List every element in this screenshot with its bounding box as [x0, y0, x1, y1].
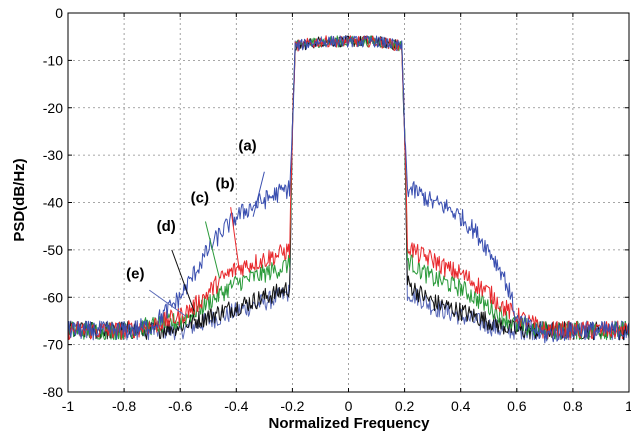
x-tick-label: 1	[625, 398, 631, 414]
y-tick-label: -20	[43, 100, 63, 116]
annotation-pointer-a	[252, 171, 265, 217]
y-tick-label: -50	[43, 242, 63, 258]
y-tick-label: -40	[43, 195, 63, 211]
annotation-label-d: (d)	[157, 218, 176, 235]
series-layer	[67, 35, 630, 344]
x-tick-label: -0.6	[168, 398, 192, 414]
annotation-label-b: (b)	[216, 175, 235, 192]
y-tick-label: -10	[43, 52, 63, 68]
annotation-pointer-c	[204, 221, 220, 279]
annotation-pointer-e	[149, 289, 187, 317]
y-tick-label: 0	[55, 5, 63, 21]
y-tick-label: -80	[43, 384, 63, 400]
x-tick-label: -0.4	[224, 398, 248, 414]
grid-layer	[68, 13, 629, 392]
tick-layer: -1 -0.8 -0.6 -0.4 -0.2 0 0.2 0.4 0.6 0.8 1 -80 -70 -6…	[43, 5, 631, 414]
x-tick-label: 0.8	[563, 398, 583, 414]
series-line-b	[67, 35, 630, 341]
annotation-label-e: (e)	[126, 265, 144, 282]
series-line-d	[67, 35, 630, 341]
x-tick-label: 0.6	[507, 398, 527, 414]
annotation-label-a: (a)	[238, 137, 256, 154]
series-line-a	[67, 35, 630, 344]
annotation-pointer-b	[230, 207, 240, 269]
y-tick-label: -30	[43, 147, 63, 163]
x-tick-label: -1	[62, 398, 75, 414]
x-tick-label: 0.2	[395, 398, 415, 414]
annotation-pointer-d	[171, 249, 195, 312]
x-tick-label: 0	[345, 398, 353, 414]
y-tick-label: -70	[43, 337, 63, 353]
x-tick-label: 0.4	[451, 398, 471, 414]
x-tick-label: -0.2	[280, 398, 304, 414]
annotation-label-c: (c)	[191, 190, 209, 207]
x-axis-label: Normalized Frequency	[269, 415, 431, 432]
x-tick-label: -0.8	[112, 398, 136, 414]
y-tick-label: -60	[43, 289, 63, 305]
annotation-layer: (a) (b) (c) (d) (e)	[126, 137, 265, 317]
y-axis-label: PSD(dB/Hz)	[11, 158, 28, 241]
